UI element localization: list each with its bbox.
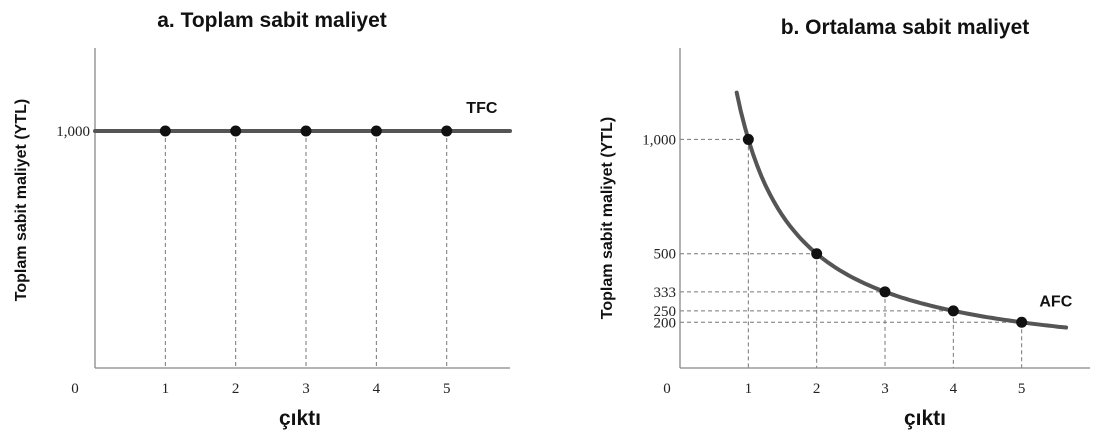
tfc-point	[230, 125, 242, 137]
panel-b-y-tick-label: 200	[654, 315, 677, 331]
panel-a-guides	[164, 130, 448, 368]
tfc-series-label: TFC	[466, 100, 498, 117]
panel-b-y-axis-label: Toplam sabit maliyet (YTL)	[599, 117, 616, 319]
panel-b-average-fixed-cost: b. Ortalama sabit maliyet Toplam sabit m…	[599, 16, 1090, 430]
panel-b-series: AFC	[734, 90, 1073, 330]
afc-point	[742, 133, 754, 145]
panel-b-origin-label: 0	[663, 381, 671, 397]
panel-b-y-tick-label: 1,000	[642, 132, 676, 148]
panel-a-x-ticks: 1 2 3 4 5	[162, 381, 451, 397]
panel-b-y-tick-label: 500	[654, 247, 677, 263]
panel-b-guides	[680, 138, 1023, 368]
afc-point	[947, 305, 959, 317]
panel-a-x-tick-label: 4	[373, 381, 381, 397]
panel-b-x-tick-label: 4	[950, 381, 958, 397]
panel-b-x-axis-label: çıktı	[904, 407, 946, 430]
panel-a-series: TFC	[93, 100, 512, 137]
panel-a-total-fixed-cost: a. Toplam sabit maliyet Toplam sabit mal…	[13, 9, 512, 430]
panel-b-y-tick-label: 333	[654, 285, 677, 301]
afc-point	[1016, 316, 1028, 328]
panel-a-x-axis-label: çıktı	[279, 407, 321, 430]
panel-b-x-tick-label: 3	[881, 381, 889, 397]
panel-a-origin-label: 0	[71, 381, 79, 397]
tfc-point	[441, 125, 453, 137]
panel-b-title: b. Ortalama sabit maliyet	[781, 16, 1030, 39]
panel-a-y-axis-label: Toplam sabit maliyet (YTL)	[13, 99, 30, 301]
panel-a-y-tick-label: 1,000	[56, 124, 90, 140]
afc-series-label: AFC	[1039, 293, 1072, 310]
panel-b-y-tick-label: 250	[654, 304, 677, 320]
panel-a-y-ticks: 1,000	[56, 124, 90, 140]
panel-b-x-tick-label: 1	[745, 381, 753, 397]
tfc-point	[159, 125, 171, 137]
panel-a-title: a. Toplam sabit maliyet	[157, 9, 387, 32]
panel-b-x-tick-label: 5	[1018, 381, 1026, 397]
panel-b-x-tick-label: 2	[813, 381, 821, 397]
panel-a-x-tick-label: 1	[162, 381, 170, 397]
panel-a-x-tick-label: 2	[232, 381, 240, 397]
afc-point	[811, 248, 823, 260]
tfc-point	[300, 125, 312, 137]
tfc-point	[370, 125, 382, 137]
panel-a-x-tick-label: 3	[302, 381, 310, 397]
panel-b-x-ticks: 1 2 3 4 5	[745, 381, 1026, 397]
panel-a-x-tick-label: 5	[443, 381, 451, 397]
afc-point	[879, 286, 891, 298]
afc-curve	[734, 90, 1069, 330]
